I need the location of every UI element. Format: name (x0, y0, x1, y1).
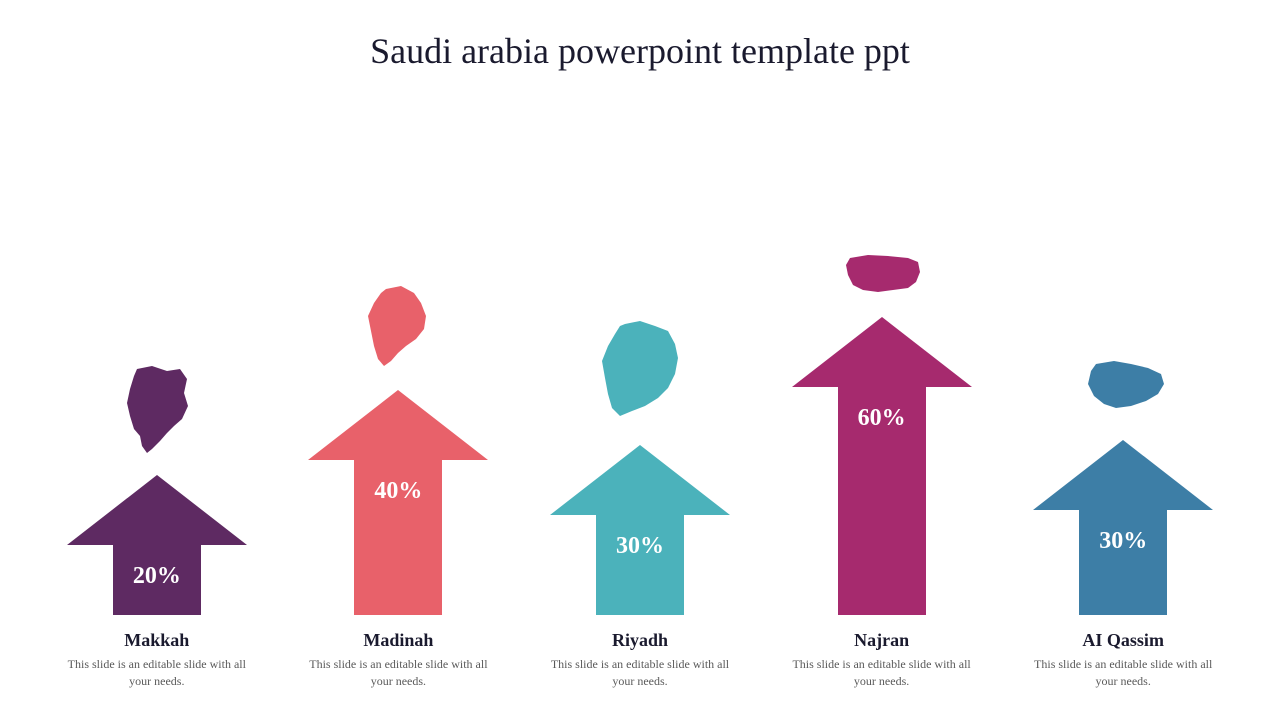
map-shape-madinah (356, 281, 441, 376)
arrow-head (550, 445, 730, 515)
arrow-riyadh: 30% (550, 445, 730, 615)
arrow-body: 30% (1079, 510, 1167, 615)
region-name: Makkah (60, 630, 254, 651)
arrow-body: 40% (354, 460, 442, 615)
arrow-madinah: 40% (308, 390, 488, 615)
label-box-najran: Najran This slide is an editable slide w… (785, 630, 979, 690)
region-name: AI Qassim (1026, 630, 1220, 651)
label-box-makkah: Makkah This slide is an editable slide w… (60, 630, 254, 690)
region-column-qassim: 30% (1026, 356, 1220, 615)
percent-label: 60% (858, 405, 906, 432)
arrow-chart-container: 20% 40% 30% (0, 250, 1280, 615)
map-shape-makkah (112, 361, 202, 461)
label-box-qassim: AI Qassim This slide is an editable slid… (1026, 630, 1220, 690)
region-name: Madinah (302, 630, 496, 651)
labels-container: Makkah This slide is an editable slide w… (0, 630, 1280, 690)
arrow-head (792, 317, 972, 387)
region-name: Najran (785, 630, 979, 651)
arrow-body: 20% (113, 545, 201, 615)
region-desc: This slide is an editable slide with all… (1026, 656, 1220, 690)
percent-label: 30% (1099, 528, 1147, 555)
region-desc: This slide is an editable slide with all… (543, 656, 737, 690)
arrow-head (67, 475, 247, 545)
map-shape-riyadh (590, 316, 690, 431)
arrow-body: 60% (838, 387, 926, 615)
region-desc: This slide is an editable slide with all… (302, 656, 496, 690)
map-shape-qassim (1076, 356, 1171, 426)
arrow-body: 30% (596, 515, 684, 615)
percent-label: 30% (616, 533, 664, 560)
region-column-madinah: 40% (302, 281, 496, 615)
region-desc: This slide is an editable slide with all… (785, 656, 979, 690)
percent-label: 40% (374, 478, 422, 505)
map-shape-najran (838, 250, 926, 303)
region-desc: This slide is an editable slide with all… (60, 656, 254, 690)
label-box-riyadh: Riyadh This slide is an editable slide w… (543, 630, 737, 690)
arrow-najran: 60% (792, 317, 972, 615)
slide-title: Saudi arabia powerpoint template ppt (0, 0, 1280, 72)
arrow-head (1033, 440, 1213, 510)
region-column-najran: 60% (785, 250, 979, 615)
percent-label: 20% (133, 563, 181, 590)
region-column-makkah: 20% (60, 361, 254, 615)
arrow-head (308, 390, 488, 460)
arrow-makkah: 20% (67, 475, 247, 615)
label-box-madinah: Madinah This slide is an editable slide … (302, 630, 496, 690)
region-name: Riyadh (543, 630, 737, 651)
region-column-riyadh: 30% (543, 316, 737, 615)
arrow-qassim: 30% (1033, 440, 1213, 615)
